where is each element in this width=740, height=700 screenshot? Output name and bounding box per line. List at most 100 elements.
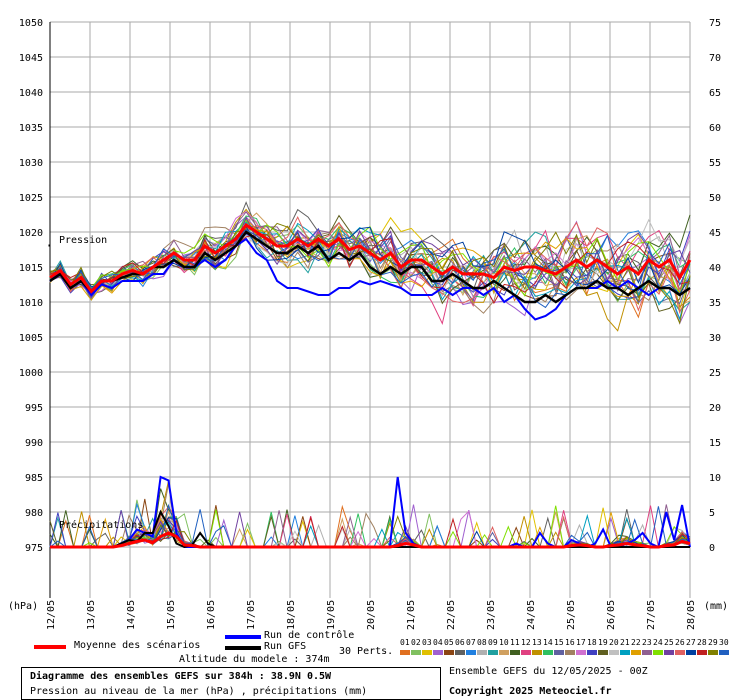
diagram-title: Diagramme des ensembles GEFS sur 384h : … [30,671,332,682]
x-date-label: 12/05 [46,600,57,630]
y-left-tick-label: 1005 [19,333,43,344]
control-legend-label: Run de contrôle [264,630,355,641]
pert-number: 27 [686,638,696,647]
pert-swatch [554,650,564,655]
ensemble-run-label: Ensemble GEFS du 12/05/2025 - 00Z [449,666,648,677]
gfs-legend-label: Run GFS [264,641,307,652]
x-date-label: 13/05 [86,600,97,630]
perts-label: 30 Perts. [339,646,394,657]
pert-swatch [708,650,718,655]
pert-swatch [532,650,542,655]
mean-legend-swatch [34,645,66,649]
pert-swatch [422,650,432,655]
pert-number: 20 [609,638,619,647]
pressure-member-line [49,227,691,299]
pert-swatch [642,650,652,655]
pert-number: 02 [411,638,421,647]
x-date-label: 14/05 [126,600,137,630]
chart-grid [49,21,691,598]
y-left-tick-label: 1035 [19,123,43,134]
y-left-tick-label: 1015 [19,263,43,274]
pert-number: 14 [543,638,553,647]
pert-number: 23 [642,638,652,647]
x-date-label: 23/05 [486,600,497,630]
pert-number: 03 [422,638,432,647]
pert-swatch [400,650,410,655]
pert-swatch [444,650,454,655]
y-right-tick-label: 35 [709,298,721,309]
x-date-label: 16/05 [206,600,217,630]
main-series [49,222,692,549]
pert-swatch [686,650,696,655]
pert-number: 19 [598,638,608,647]
pert-number: 12 [521,638,531,647]
y-right-tick-label: 45 [709,228,721,239]
pert-swatch [620,650,630,655]
pert-swatch [411,650,421,655]
y-right-tick-label: 70 [709,53,721,64]
pert-swatch [598,650,608,655]
pert-number: 26 [675,638,685,647]
y-left-tick-label: 1025 [19,193,43,204]
pert-swatch [433,650,443,655]
y-left-tick-label: 1000 [19,368,43,379]
pert-number: 08 [477,638,487,647]
y-left-tick-label: 1020 [19,228,43,239]
y-left-tick-label: 975 [25,543,43,554]
x-date-label: 28/05 [686,600,697,630]
y-left-tick-label: 985 [25,473,43,484]
y-right-tick-label: 5 [709,508,715,519]
pression-annotation: Pression [59,235,107,246]
gfs-pressure-line [49,230,691,304]
pert-number: 11 [510,638,520,647]
pert-number: 06 [455,638,465,647]
y-left-tick-label: 1040 [19,88,43,99]
pressure-member-line [49,218,691,301]
mean-pressure-line [49,222,692,294]
pert-swatch [653,650,663,655]
x-date-label: 24/05 [526,600,537,630]
pert-swatch [697,650,707,655]
y-left-tick-label: 990 [25,438,43,449]
x-date-label: 15/05 [166,600,177,630]
y-right-tick-label: 20 [709,403,721,414]
y-left-tick-label: 980 [25,508,43,519]
pert-number: 21 [620,638,630,647]
pert-swatch [631,650,641,655]
pert-number: 01 [400,638,410,647]
x-date-label: 25/05 [566,600,577,630]
y-right-tick-label: 40 [709,263,721,274]
gfs-legend-swatch [225,646,261,650]
y-right-tick-label: 55 [709,158,721,169]
pert-swatch [719,650,729,655]
pert-swatch [510,650,520,655]
y-right-tick-label: 75 [709,18,721,29]
pert-swatch [587,650,597,655]
pert-number: 24 [653,638,663,647]
pert-number: 22 [631,638,641,647]
pert-swatch [466,650,476,655]
pert-swatch [488,650,498,655]
y-right-tick-label: 10 [709,473,721,484]
y-left-tick-label: 1045 [19,53,43,64]
y-right-tick-label: 30 [709,333,721,344]
pert-number: 25 [664,638,674,647]
pert-swatch [576,650,586,655]
x-date-label: 20/05 [366,600,377,630]
y-right-tick-label: 60 [709,123,721,134]
pert-number: 10 [499,638,509,647]
pert-swatch [543,650,553,655]
y-left-tick-label: 1010 [19,298,43,309]
pert-number: 13 [532,638,542,647]
altitude-label: Altitude du modele : 374m [179,654,330,665]
y-right-tick-label: 65 [709,88,721,99]
control-legend-swatch [225,635,261,639]
left-unit-label: (hPa) [8,601,38,612]
copyright-label: Copyright 2025 Meteociel.fr [449,686,612,697]
x-date-label: 22/05 [446,600,457,630]
pert-number: 29 [708,638,718,647]
y-right-tick-label: 50 [709,193,721,204]
pert-swatch [675,650,685,655]
pert-number: 07 [466,638,476,647]
